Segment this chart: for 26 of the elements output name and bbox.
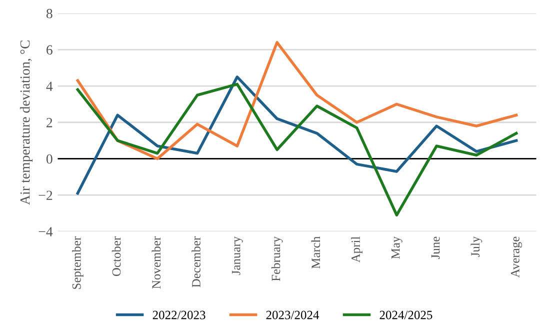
y-tick-label: 4	[46, 82, 53, 91]
y-axis-title: Air temperature deviation, °C	[20, 40, 33, 205]
x-tick-label: June	[431, 236, 440, 259]
y-tick-label: −2	[38, 190, 52, 200]
y-tick-label: 6	[46, 45, 52, 55]
y-tick-label: −4	[38, 227, 53, 236]
x-tick-label: January	[232, 236, 243, 275]
x-tick-label: December	[192, 236, 200, 288]
legend-label: 2022/2023	[152, 310, 206, 320]
y-tick-label: 0	[46, 154, 52, 164]
x-tick-label: November	[152, 236, 161, 289]
x-tick-label: July	[470, 236, 482, 257]
x-tick-label: February	[271, 236, 283, 282]
x-tick-label: September	[72, 236, 84, 289]
legend-label: 2024/2025	[380, 310, 432, 320]
x-tick-label: April	[351, 236, 362, 263]
line-series	[76, 82, 518, 216]
x-tick-label: Average	[511, 236, 522, 278]
x-tick-label: March	[311, 236, 320, 269]
x-tick-label: October	[112, 236, 121, 276]
y-tick-label: 8	[46, 8, 52, 18]
line-series	[76, 41, 518, 160]
y-tick-label: 2	[46, 118, 52, 128]
legend-label: 2023/2024	[266, 310, 320, 320]
x-tick-label: May	[391, 236, 402, 259]
line-series	[76, 76, 518, 195]
